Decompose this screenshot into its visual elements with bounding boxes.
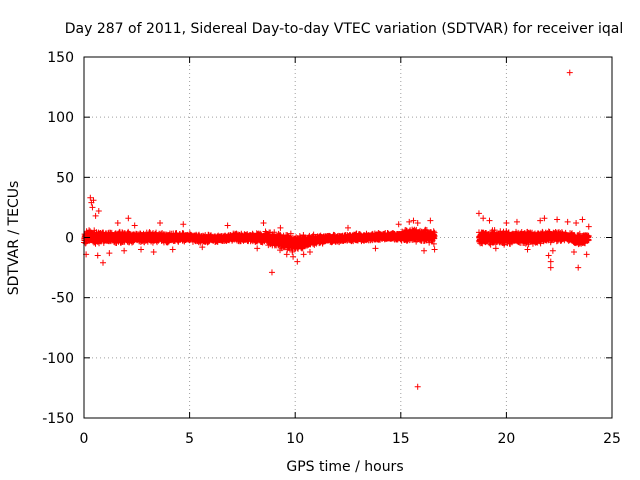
outlier-point: [492, 245, 499, 252]
x-tick-label: 10: [286, 431, 304, 447]
outlier-point: [169, 246, 176, 253]
outlier-point: [106, 250, 113, 257]
outlier-point: [585, 223, 592, 230]
outlier-point: [114, 220, 121, 227]
outlier-point: [570, 248, 577, 255]
y-tick-label: -100: [42, 351, 74, 367]
y-tick-label: 100: [47, 110, 74, 126]
outlier-point: [283, 251, 290, 258]
data-points: [81, 69, 592, 390]
outlier-point: [480, 215, 487, 222]
outlier-point: [524, 246, 531, 253]
outlier-point: [121, 247, 128, 254]
x-tick-label: 0: [80, 431, 89, 447]
outlier-point: [180, 221, 187, 228]
outlier-point: [100, 259, 107, 266]
outlier-point: [549, 247, 556, 254]
outlier-point: [431, 246, 438, 253]
outlier-point: [372, 245, 379, 252]
data-point: [431, 232, 438, 239]
outlier-point: [554, 216, 561, 223]
outlier-point: [573, 220, 580, 227]
outlier-point: [277, 224, 284, 231]
y-tick-label: 0: [65, 231, 74, 247]
x-tick-label: 5: [185, 431, 194, 447]
x-tick-label: 25: [603, 431, 621, 447]
outlier-point: [306, 248, 313, 255]
outlier-point: [89, 204, 96, 211]
data-point: [271, 229, 278, 236]
outlier-point: [547, 264, 554, 271]
outlier-point: [545, 252, 552, 259]
outlier-point: [547, 258, 554, 265]
outlier-point: [564, 218, 571, 225]
outlier-point: [503, 220, 510, 227]
outlier-point: [421, 247, 428, 254]
y-axis-title: SDTVAR / TECUs: [6, 181, 22, 296]
y-tick-label: -50: [51, 291, 74, 307]
outlier-point: [427, 217, 434, 224]
outlier-point: [150, 248, 157, 255]
chart-title: Day 287 of 2011, Sidereal Day-to-day VTE…: [65, 21, 623, 37]
outlier-point: [486, 217, 493, 224]
outlier-point: [125, 215, 132, 222]
x-tick-label: 15: [392, 431, 410, 447]
outlier-point: [583, 251, 590, 258]
outlier-point: [566, 69, 573, 76]
outlier-point: [94, 252, 101, 259]
outlier-point: [254, 245, 261, 252]
tick-labels: 0 5 10 15 20 25 -150 -100 -50 0 50 100 150: [42, 50, 621, 447]
outlier-point: [475, 210, 482, 217]
x-axis-title: GPS time / hours: [286, 459, 403, 475]
y-tick-label: -150: [42, 411, 74, 427]
x-tick-label: 20: [497, 431, 515, 447]
outlier-point: [513, 218, 520, 225]
outlier-point: [300, 251, 307, 258]
outlier-point: [260, 220, 267, 227]
outlier-point: [414, 383, 421, 390]
y-tick-label: 50: [56, 170, 74, 186]
outlier-point: [575, 264, 582, 271]
outlier-point: [92, 212, 99, 219]
outlier-point: [224, 222, 231, 229]
data-point: [430, 240, 437, 247]
outlier-point: [294, 258, 301, 265]
outlier-point: [345, 224, 351, 231]
outlier-point: [138, 246, 145, 253]
y-tick-label: 150: [47, 50, 74, 66]
outlier-point: [395, 221, 402, 228]
outlier-point: [268, 269, 275, 276]
outlier-point: [131, 222, 138, 229]
outlier-point: [579, 216, 586, 223]
outlier-point: [157, 220, 164, 227]
outlier-point: [290, 253, 297, 260]
data-point: [287, 230, 294, 237]
outlier-point: [406, 218, 413, 225]
outlier-point: [95, 208, 102, 215]
